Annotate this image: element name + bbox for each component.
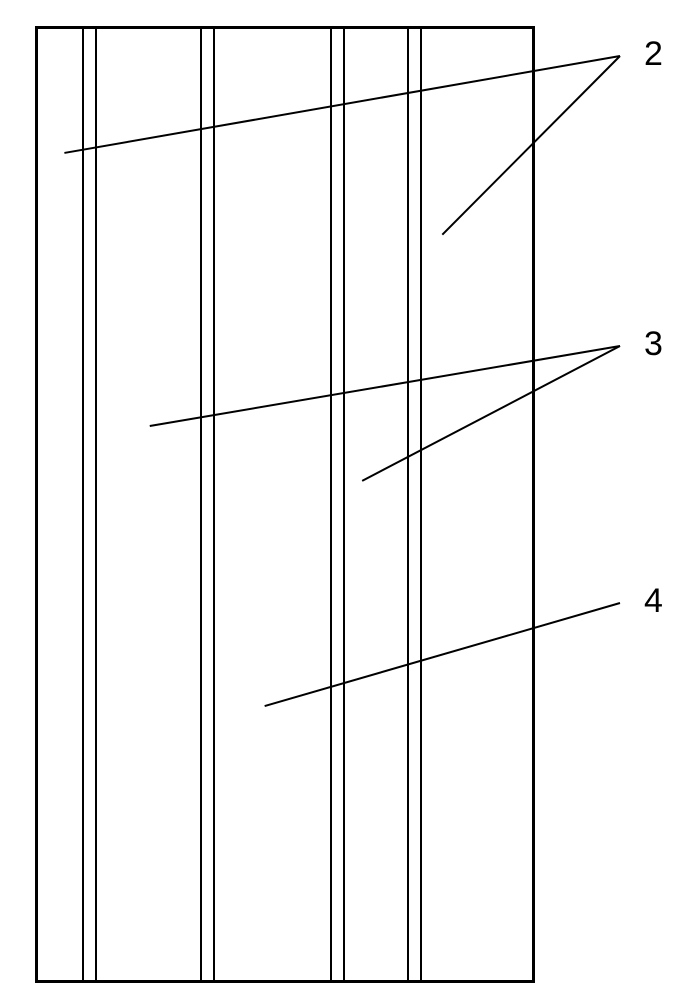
diagram-container: 2 3 4 (0, 0, 691, 1000)
callout-label: 3 (644, 325, 663, 364)
vertical-line (330, 26, 332, 983)
vertical-line (82, 26, 84, 983)
vertical-line (213, 26, 215, 983)
callout-label: 4 (644, 582, 663, 621)
vertical-line (407, 26, 409, 983)
vertical-line (420, 26, 422, 983)
vertical-line (200, 26, 202, 983)
vertical-line (95, 26, 97, 983)
outer-rectangle (35, 26, 535, 983)
callout-label: 2 (644, 35, 663, 74)
vertical-line (343, 26, 345, 983)
